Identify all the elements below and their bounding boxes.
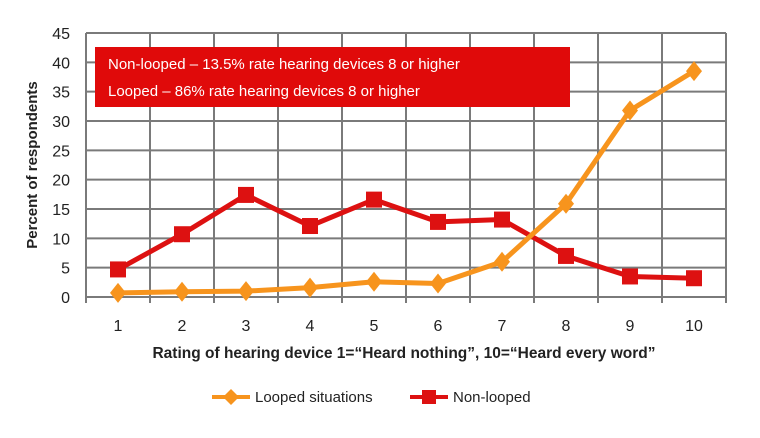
data-point-diamond	[558, 193, 574, 214]
x-axis-label: Rating of hearing device 1=“Heard nothin…	[152, 345, 655, 362]
y-tick-label: 10	[52, 231, 70, 248]
y-tick-label: 35	[52, 85, 70, 102]
y-tick-label: 40	[52, 55, 70, 72]
legend-marker-square	[422, 390, 436, 404]
y-tick-label: 5	[61, 261, 70, 278]
data-point-diamond	[302, 277, 318, 298]
y-ticks: 0 5 10 15 20 25 30 35 40 45	[52, 26, 70, 307]
data-point-square	[238, 186, 254, 203]
data-point-square	[622, 268, 638, 285]
annotation-line-2: Looped – 86% rate hearing devices 8 or h…	[108, 83, 420, 100]
legend-marker-diamond	[223, 389, 239, 405]
y-tick-label: 45	[52, 26, 70, 43]
y-tick-label: 0	[61, 290, 70, 307]
series-line	[117, 69, 696, 296]
data-point-diamond	[110, 282, 126, 303]
y-tick-label: 15	[52, 202, 70, 219]
legend-item-looped: Looped situations	[212, 389, 373, 406]
series-layer	[110, 61, 702, 303]
annotation-box: Non-looped – 13.5% rate hearing devices …	[95, 47, 570, 107]
data-point-diamond	[238, 281, 254, 302]
annotation-background	[95, 47, 570, 107]
y-tick-label: 30	[52, 114, 70, 131]
data-point-square	[558, 247, 574, 264]
legend-item-non-looped: Non-looped	[410, 389, 531, 406]
y-axis-label: Percent of respondents	[24, 81, 41, 249]
x-tick-label: 7	[498, 318, 507, 335]
series-line	[116, 192, 695, 281]
x-tick-label: 6	[434, 318, 443, 335]
series-looped-situations	[110, 61, 702, 303]
data-point-diamond	[174, 281, 190, 302]
x-tick-label: 5	[370, 318, 379, 335]
data-point-diamond	[494, 251, 510, 272]
x-tick-label: 8	[562, 318, 571, 335]
x-tick-label: 9	[626, 318, 635, 335]
x-tick-label: 3	[242, 318, 251, 335]
y-tick-label: 20	[52, 173, 70, 190]
x-ticks: 1 2 3 4 5 6 7 8 9 10	[114, 318, 703, 335]
x-tick-label: 10	[685, 318, 703, 335]
data-point-square	[110, 261, 126, 278]
legend-label-non-looped: Non-looped	[453, 389, 531, 406]
data-point-diamond	[366, 271, 382, 292]
data-point-square	[174, 226, 190, 243]
data-point-diamond	[622, 100, 638, 121]
legend-label-looped: Looped situations	[255, 389, 373, 406]
data-point-square	[686, 270, 702, 287]
data-point-square	[494, 211, 510, 228]
annotation-line-1: Non-looped – 13.5% rate hearing devices …	[108, 56, 460, 73]
data-point-square	[366, 191, 382, 208]
x-tick-label: 4	[306, 318, 315, 335]
x-tick-label: 2	[178, 318, 187, 335]
legend: Looped situations Non-looped	[212, 389, 531, 406]
x-tick-label: 1	[114, 318, 123, 335]
data-point-diamond	[686, 61, 702, 82]
data-point-square	[430, 213, 446, 230]
series-non-looped	[110, 186, 702, 287]
data-point-diamond	[430, 273, 446, 294]
data-point-square	[302, 218, 318, 235]
y-tick-label: 25	[52, 143, 70, 160]
